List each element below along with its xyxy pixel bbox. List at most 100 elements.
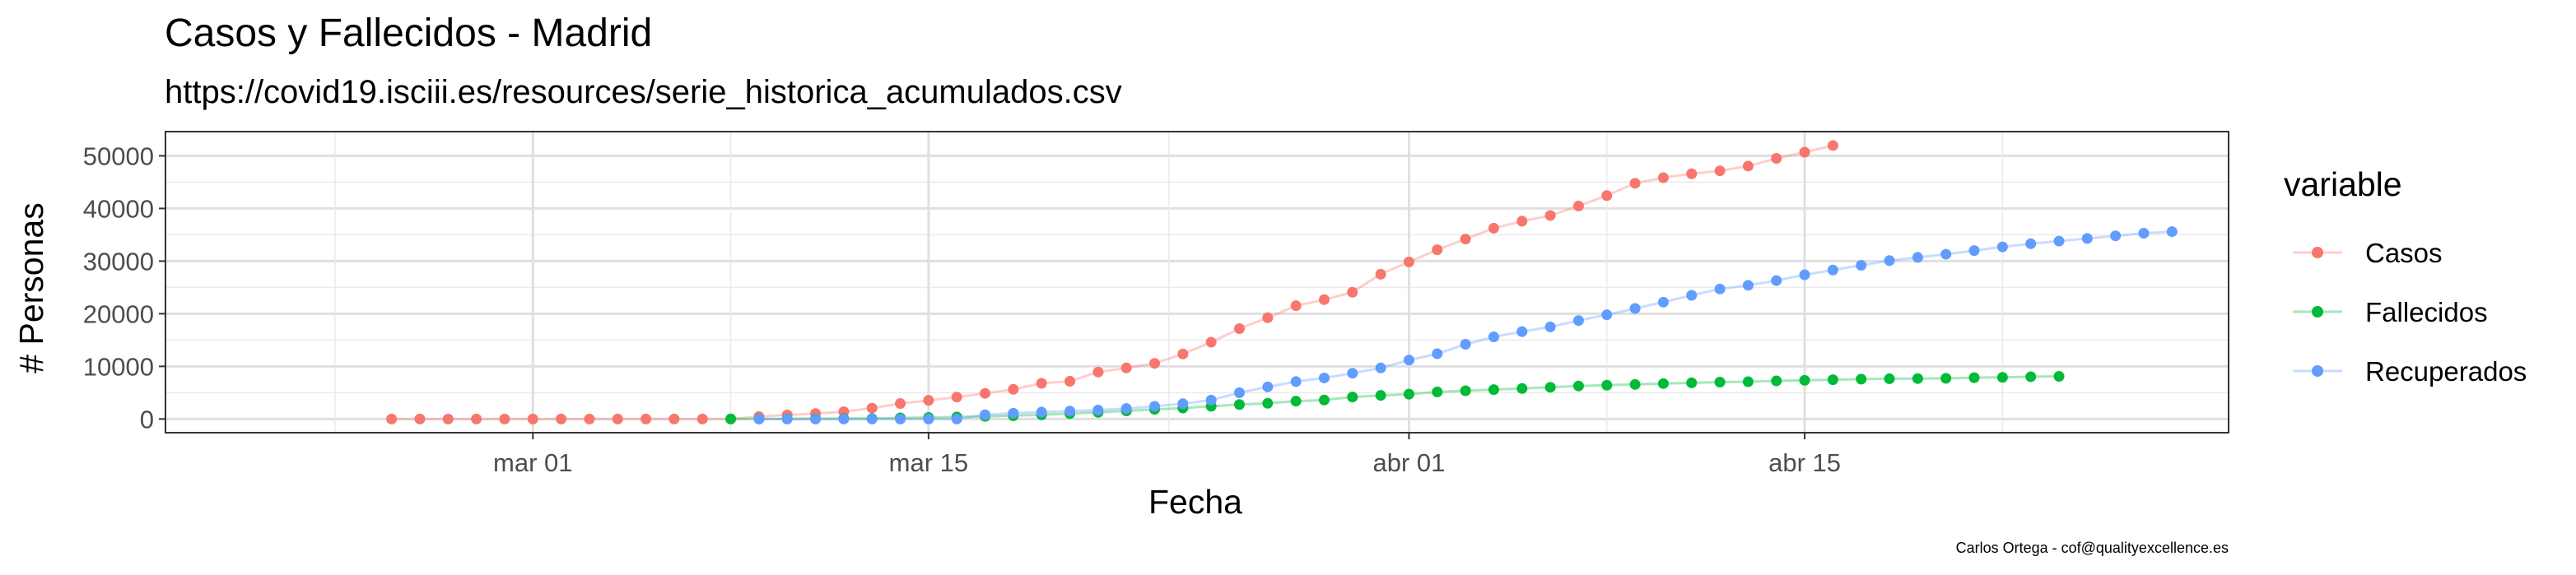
y-tick-label: 20000	[83, 299, 154, 328]
data-point-recuperados	[838, 413, 850, 424]
data-point-recuperados	[1996, 241, 2008, 253]
data-point-recuperados	[1686, 290, 1698, 301]
data-point-fallecidos	[1996, 372, 2008, 383]
data-point-recuperados	[1884, 255, 1895, 267]
data-point-casos	[1460, 234, 1471, 245]
caption: Carlos Ortega - cof@qualityexcellence.es	[1956, 540, 2229, 556]
data-point-fallecidos	[1827, 374, 1838, 386]
legend-title: variable	[2284, 165, 2402, 203]
data-point-recuperados	[1516, 326, 1528, 337]
data-point-recuperados	[1375, 362, 1386, 373]
data-point-casos	[1742, 160, 1754, 172]
data-point-recuperados	[1742, 280, 1754, 291]
data-point-casos	[1771, 152, 1782, 164]
data-point-casos	[1432, 244, 1443, 256]
data-point-casos	[1008, 383, 1019, 395]
data-point-fallecidos	[1318, 394, 1330, 406]
data-point-recuperados	[1460, 339, 1471, 350]
data-point-recuperados	[1544, 321, 1556, 332]
data-point-recuperados	[2053, 235, 2065, 247]
data-point-fallecidos	[1460, 385, 1471, 396]
data-point-recuperados	[2166, 226, 2178, 238]
data-point-casos	[923, 395, 934, 406]
data-point-casos	[1205, 336, 1217, 348]
data-point-recuperados	[866, 413, 878, 424]
data-point-casos	[668, 413, 680, 424]
x-tick-label: mar 15	[889, 448, 968, 477]
data-point-recuperados	[2110, 230, 2122, 242]
data-point-casos	[696, 413, 708, 424]
data-point-recuperados	[1177, 398, 1189, 410]
legend-point-casos	[2312, 247, 2323, 258]
y-tick-label: 50000	[83, 141, 154, 170]
data-point-fallecidos	[1968, 372, 1980, 383]
data-point-casos	[442, 413, 454, 424]
legend: variable Casos Fallecidos Recuperados	[2284, 165, 2527, 387]
data-point-fallecidos	[1544, 382, 1556, 393]
x-tick-label: abr 15	[1768, 448, 1841, 477]
data-point-recuperados	[895, 413, 906, 424]
data-point-recuperados	[1799, 269, 1810, 281]
y-axis-ticks: 0 10000 20000 30000 40000 50000	[83, 141, 165, 434]
data-point-casos	[1516, 216, 1528, 227]
data-point-casos	[612, 413, 623, 424]
data-point-recuperados	[1092, 404, 1104, 415]
plot-background	[165, 132, 2229, 433]
data-point-recuperados	[753, 413, 765, 424]
data-point-recuperados	[1149, 401, 1161, 412]
data-point-fallecidos	[1601, 379, 1613, 391]
y-tick-label: 0	[140, 405, 154, 434]
data-point-fallecidos	[1432, 387, 1443, 398]
data-point-casos	[641, 413, 652, 424]
data-point-fallecidos	[1742, 376, 1754, 387]
data-point-recuperados	[781, 413, 793, 424]
data-point-recuperados	[1036, 406, 1047, 418]
data-point-recuperados	[810, 413, 822, 424]
data-point-recuperados	[1968, 245, 1980, 257]
legend-point-recuperados	[2312, 365, 2323, 377]
data-point-recuperados	[1771, 275, 1782, 286]
data-point-recuperados	[923, 413, 934, 424]
data-point-recuperados	[1912, 252, 1923, 263]
data-point-recuperados	[1572, 315, 1584, 327]
data-point-fallecidos	[1347, 392, 1358, 403]
data-point-casos	[499, 413, 510, 424]
data-point-casos	[1177, 348, 1189, 359]
data-point-recuperados	[1488, 332, 1499, 343]
data-point-recuperados	[1290, 376, 1302, 387]
data-point-recuperados	[2025, 238, 2037, 249]
data-point-fallecidos	[2053, 370, 2065, 382]
y-tick-label: 40000	[83, 194, 154, 223]
y-tick-label: 30000	[83, 247, 154, 276]
data-point-fallecidos	[1233, 399, 1245, 410]
data-point-fallecidos	[1940, 373, 1952, 384]
series-layer	[386, 140, 2178, 424]
data-point-fallecidos	[1714, 377, 1726, 388]
data-point-recuperados	[1205, 394, 1217, 406]
data-point-fallecidos	[1290, 396, 1302, 407]
data-point-fallecidos	[1262, 397, 1274, 409]
data-point-recuperados	[2138, 227, 2150, 239]
x-tick-label: abr 01	[1373, 448, 1446, 477]
data-point-fallecidos	[2025, 371, 2037, 383]
data-point-casos	[1036, 378, 1047, 389]
data-point-casos	[1827, 140, 1838, 151]
data-point-casos	[895, 398, 906, 410]
data-point-recuperados	[1827, 264, 1838, 276]
data-point-recuperados	[951, 413, 962, 424]
data-point-casos	[1601, 190, 1613, 202]
data-point-recuperados	[980, 409, 991, 420]
data-point-fallecidos	[1884, 373, 1895, 384]
data-point-recuperados	[1940, 248, 1952, 260]
data-point-fallecidos	[1686, 377, 1698, 388]
data-point-recuperados	[1064, 406, 1076, 417]
data-point-recuperados	[1233, 387, 1245, 398]
data-point-recuperados	[1008, 407, 1019, 419]
x-axis-label: Fecha	[1148, 483, 1242, 521]
data-point-casos	[414, 413, 426, 424]
legend-label-fallecidos: Fallecidos	[2365, 297, 2488, 327]
x-tick-label: mar 01	[493, 448, 572, 477]
data-point-casos	[1572, 200, 1584, 211]
data-point-casos	[1149, 358, 1161, 369]
